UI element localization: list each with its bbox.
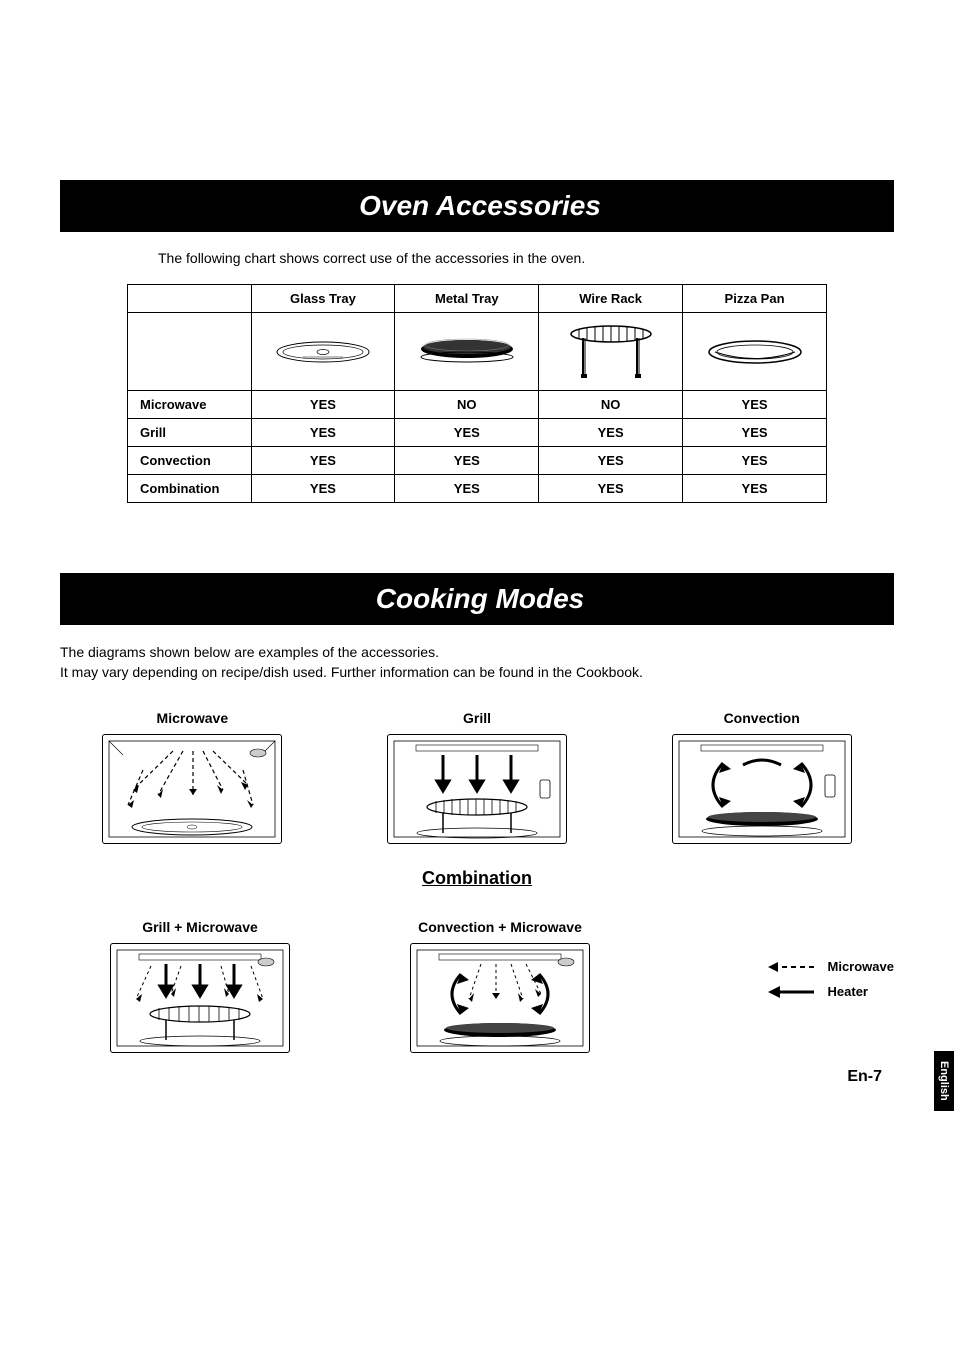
cooking-modes-header: Cooking Modes: [60, 573, 894, 625]
table-image-row: [128, 313, 827, 391]
row-microwave-label: Microwave: [128, 391, 252, 419]
table-row: Grill YES YES YES YES: [128, 419, 827, 447]
dashed-arrow-icon: [766, 961, 816, 973]
row-combination-label: Combination: [128, 475, 252, 503]
cell: YES: [683, 419, 827, 447]
convection-microwave-diagram: [410, 943, 590, 1053]
table-row: Combination YES YES YES YES: [128, 475, 827, 503]
table-header-row: Glass Tray Metal Tray Wire Rack Pizza Pa…: [128, 285, 827, 313]
col-glass-tray: Glass Tray: [251, 285, 395, 313]
col-pizza-pan: Pizza Pan: [683, 285, 827, 313]
cell: YES: [395, 419, 539, 447]
cell: YES: [539, 447, 683, 475]
modes-intro-line1: The diagrams shown below are examples of…: [60, 644, 439, 660]
col-wire-rack: Wire Rack: [539, 285, 683, 313]
grill-microwave-diagram: [110, 943, 290, 1053]
table-row: Microwave YES NO NO YES: [128, 391, 827, 419]
metal-tray-icon: [395, 313, 539, 391]
accessories-intro-text: The following chart shows correct use of…: [60, 250, 894, 266]
row-grill-label: Grill: [128, 419, 252, 447]
convection-mode-block: Convection: [629, 710, 894, 844]
image-row-blank: [128, 313, 252, 391]
grill-diagram: [387, 734, 567, 844]
legend-microwave-label: Microwave: [828, 959, 894, 974]
cell: YES: [683, 475, 827, 503]
page-number: En-7: [847, 1068, 882, 1086]
cell: YES: [251, 475, 395, 503]
arrow-legend: Microwave Heater: [766, 959, 894, 1009]
convection-microwave-block: Convection + Microwave: [360, 919, 640, 1053]
row-convection-label: Convection: [128, 447, 252, 475]
cell: NO: [539, 391, 683, 419]
solid-arrow-icon: [766, 986, 816, 998]
grill-mode-block: Grill: [345, 710, 610, 844]
cell: YES: [683, 447, 827, 475]
convection-mode-title: Convection: [629, 710, 894, 726]
language-tab: English: [934, 1051, 954, 1111]
blank-header: [128, 285, 252, 313]
microwave-mode-block: Microwave: [60, 710, 325, 844]
modes-top-row: Microwave: [60, 710, 894, 844]
modes-intro-text: The diagrams shown below are examples of…: [60, 643, 894, 682]
legend-heater-label: Heater: [828, 984, 868, 999]
modes-intro-line2: It may vary depending on recipe/dish use…: [60, 664, 643, 680]
grill-mode-title: Grill: [345, 710, 610, 726]
accessories-table: Glass Tray Metal Tray Wire Rack Pizza Pa…: [127, 284, 827, 503]
col-metal-tray: Metal Tray: [395, 285, 539, 313]
modes-bottom-row: Grill + Microwave: [60, 919, 894, 1053]
pizza-pan-icon: [683, 313, 827, 391]
legend-microwave: Microwave: [766, 959, 894, 974]
cell: YES: [395, 475, 539, 503]
cell: YES: [251, 419, 395, 447]
microwave-diagram: [102, 734, 282, 844]
cell: YES: [683, 391, 827, 419]
cell: NO: [395, 391, 539, 419]
microwave-mode-title: Microwave: [60, 710, 325, 726]
cell: YES: [539, 475, 683, 503]
cell: YES: [539, 419, 683, 447]
glass-tray-icon: [251, 313, 395, 391]
legend-heater: Heater: [766, 984, 894, 999]
table-row: Convection YES YES YES YES: [128, 447, 827, 475]
oven-accessories-header: Oven Accessories: [60, 180, 894, 232]
grill-microwave-block: Grill + Microwave: [60, 919, 340, 1053]
cell: YES: [251, 447, 395, 475]
cell: YES: [251, 391, 395, 419]
grill-microwave-title: Grill + Microwave: [60, 919, 340, 935]
combination-heading: Combination: [60, 868, 894, 889]
wire-rack-icon: [539, 313, 683, 391]
convection-microwave-title: Convection + Microwave: [360, 919, 640, 935]
convection-diagram: [672, 734, 852, 844]
cell: YES: [395, 447, 539, 475]
